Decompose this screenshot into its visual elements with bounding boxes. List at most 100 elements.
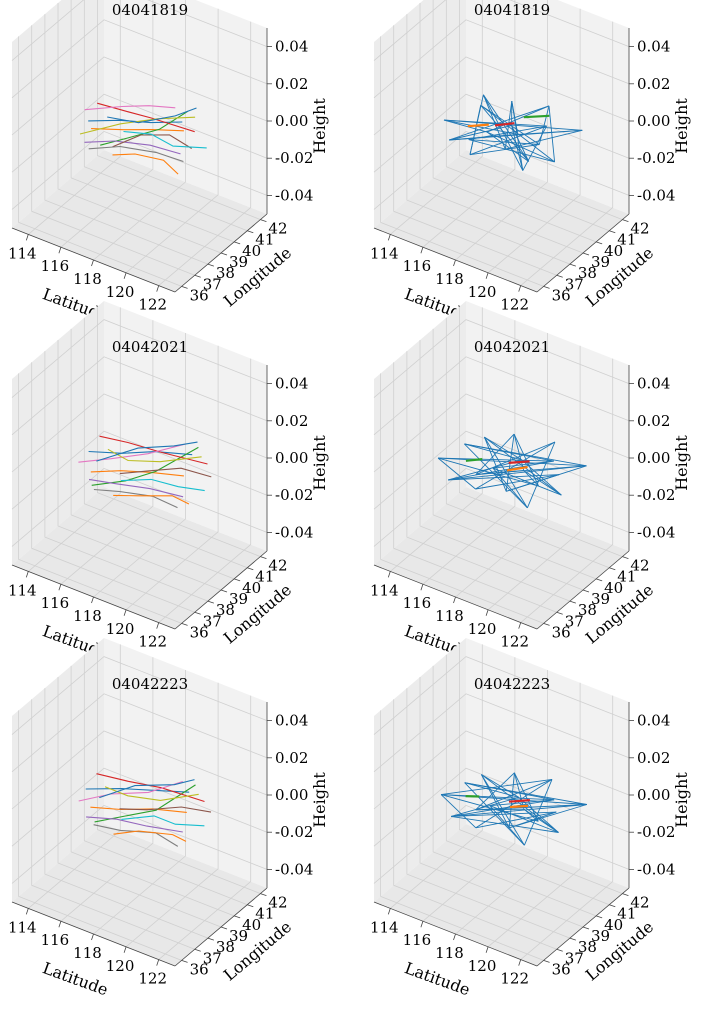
grid-z — [11, 430, 268, 510]
y-tick-label: 40 — [604, 579, 623, 597]
y-tick-mark — [181, 960, 188, 963]
grid-y — [70, 0, 235, 243]
trajectory-line — [88, 145, 184, 163]
x-tick-label: 118 — [435, 270, 464, 288]
grid-z — [11, 356, 268, 436]
y-tick-mark — [569, 600, 576, 604]
x-tick-label: 122 — [138, 296, 167, 314]
gridlines — [373, 0, 630, 287]
gridlines — [11, 0, 268, 287]
network-edge — [469, 144, 540, 156]
y-tick-label: 38 — [578, 601, 597, 619]
x-tick-mark — [485, 946, 489, 953]
grid-y — [380, 373, 544, 624]
z-tick-label: 0.04 — [637, 38, 670, 56]
y-tick-mark — [569, 937, 576, 941]
network-edge — [464, 782, 520, 798]
grid-y — [393, 699, 557, 950]
y-tick-label: 38 — [216, 601, 235, 619]
panel-r3c2: 114 116 118 120 122 36 37 38 39 40 41 42 0.04 0.02 0.0… — [362, 638, 724, 1011]
grid-y — [57, 677, 222, 928]
grid-y — [18, 373, 182, 624]
y-tick-label: 37 — [203, 949, 222, 967]
x-tick-label: 120 — [106, 620, 135, 638]
x-tick-mark — [91, 596, 94, 604]
trajectory-line — [107, 107, 197, 124]
y-tick-mark — [181, 623, 188, 626]
y-tick-label: 37 — [203, 275, 222, 293]
z-axis-label: Height — [672, 435, 691, 491]
highlight-segment — [509, 804, 528, 809]
y-tick-mark — [582, 926, 590, 930]
grid-z — [373, 767, 630, 847]
highlight-segment — [467, 123, 489, 128]
x-tick-mark — [58, 247, 62, 254]
grid-y — [445, 654, 610, 906]
gridlines — [373, 643, 630, 961]
x-tick-mark — [518, 622, 522, 629]
panel-r1c2: 114 116 118 120 122 36 37 38 39 40 41 42 0.04 0.02 0.0… — [362, 0, 724, 337]
grid-z — [373, 93, 630, 173]
z-tick-label: 0.00 — [637, 786, 670, 804]
x-tick-label: 122 — [500, 970, 529, 988]
network-edge — [475, 474, 560, 490]
grid-y — [31, 25, 195, 276]
x-tick-label: 122 — [500, 296, 529, 314]
y-tick-label: 41 — [255, 905, 274, 923]
trajectory-line — [93, 488, 178, 509]
y-tick-mark — [569, 263, 576, 267]
network-edge — [489, 799, 555, 807]
z-tick-label: 0.00 — [637, 449, 670, 467]
y-tick-label: 37 — [203, 612, 222, 630]
grid-y — [406, 688, 571, 939]
highlight-segment — [508, 799, 530, 803]
grid-x — [422, 657, 516, 922]
y-tick-label: 40 — [242, 916, 261, 934]
grid-z — [11, 656, 268, 735]
grid-z — [11, 393, 268, 473]
x-tick-label: 116 — [41, 257, 70, 275]
x-tick-mark — [387, 571, 391, 578]
y-tick-mark — [207, 263, 214, 267]
z-tick-label: -0.02 — [275, 149, 313, 167]
panel-title: 04042223 — [112, 675, 188, 693]
grid-y — [432, 0, 597, 243]
x-tick-label: 114 — [370, 581, 399, 599]
y-tick-mark — [622, 556, 629, 559]
panel-title: 04042021 — [474, 338, 550, 356]
z-tick-label: -0.02 — [637, 486, 675, 504]
x-tick-mark — [25, 571, 29, 578]
network-edge — [451, 815, 559, 833]
grid-y — [432, 665, 597, 917]
network-edge — [448, 125, 512, 141]
z-axis-label: Height — [672, 98, 691, 154]
x-tick-label: 118 — [435, 607, 464, 625]
panel-r2c2: 114 116 118 120 122 36 37 38 39 40 41 42 0.04 0.02 0.0… — [362, 301, 724, 674]
grid-x — [520, 358, 614, 623]
y-tick-label: 39 — [591, 253, 610, 271]
z-tick-label: 0.02 — [637, 75, 670, 93]
trajectory-line — [96, 441, 198, 462]
grid-z — [11, 19, 268, 99]
x-axis-label: Latitude — [40, 958, 111, 999]
network-edge — [481, 774, 559, 833]
y-tick-mark — [194, 274, 201, 278]
network-edge — [475, 811, 557, 829]
y-tick-mark — [582, 589, 590, 593]
x-tick-mark — [518, 959, 522, 966]
grid-z — [373, 467, 630, 547]
grid-y — [459, 306, 623, 557]
grid-y — [70, 665, 235, 917]
grid-y — [31, 362, 195, 613]
grid-z — [373, 19, 630, 99]
x-tick-mark — [156, 622, 160, 629]
y-tick-mark — [609, 230, 616, 234]
grid-z — [11, 767, 268, 847]
y-tick-label: 40 — [604, 242, 623, 260]
grid-z — [11, 319, 268, 398]
network-edge — [484, 436, 523, 461]
network-edge — [448, 460, 554, 481]
x-tick-mark — [25, 234, 29, 241]
x-tick-label: 120 — [468, 620, 497, 638]
